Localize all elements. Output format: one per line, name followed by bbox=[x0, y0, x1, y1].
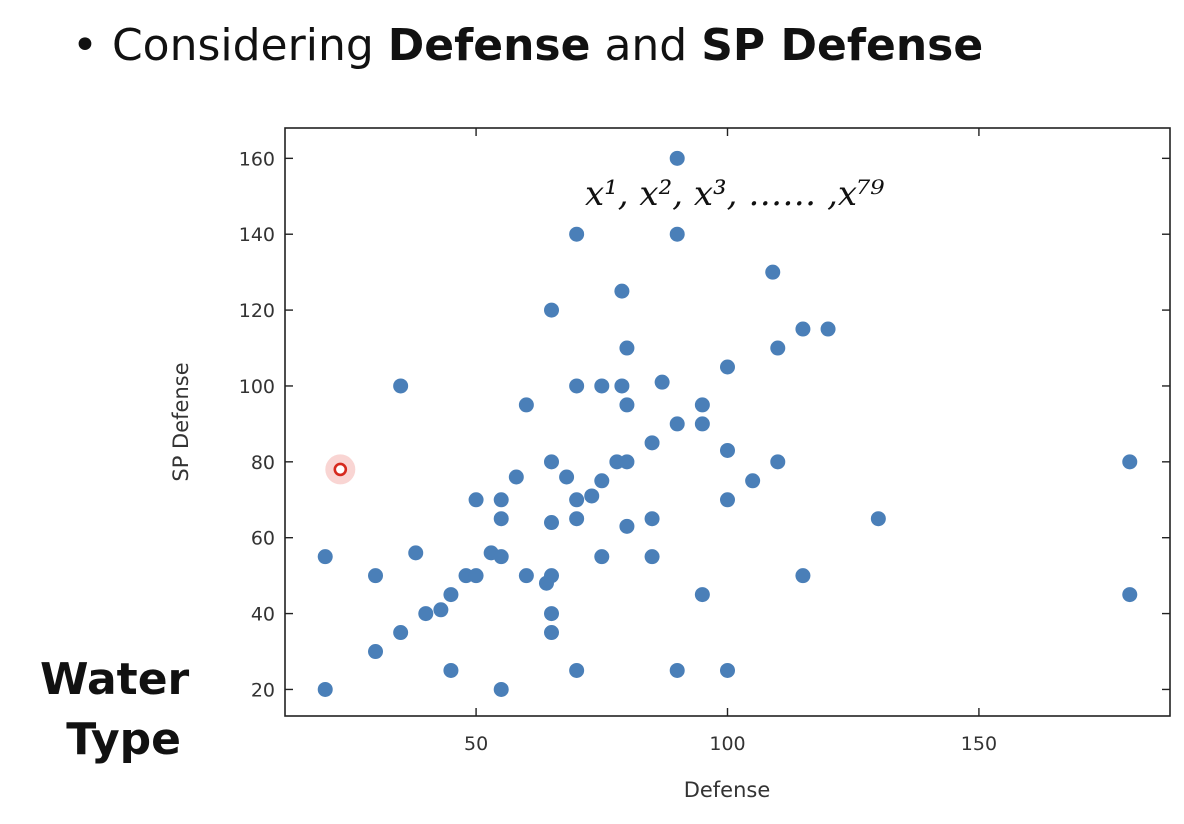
y-tick-label: 40 bbox=[251, 604, 275, 626]
heading-term-defense: Defense bbox=[387, 20, 591, 71]
y-axis-label: SP Defense bbox=[169, 362, 193, 481]
data-point bbox=[544, 606, 560, 622]
y-tick-label: 20 bbox=[251, 679, 275, 701]
data-point bbox=[393, 625, 409, 641]
data-point bbox=[493, 681, 509, 697]
data-point bbox=[443, 662, 459, 678]
data-point bbox=[518, 568, 534, 584]
heading-middle: and bbox=[590, 20, 702, 71]
data-point bbox=[317, 681, 333, 697]
data-point bbox=[720, 359, 735, 375]
data-point bbox=[544, 625, 560, 641]
data-point bbox=[669, 416, 685, 432]
data-point bbox=[408, 545, 424, 561]
data-point bbox=[1122, 454, 1138, 470]
data-point bbox=[619, 454, 635, 470]
data-point bbox=[644, 435, 660, 451]
y-tick-label: 60 bbox=[251, 528, 275, 550]
data-point bbox=[694, 416, 710, 432]
data-point bbox=[468, 492, 484, 508]
plot-frame bbox=[284, 127, 1171, 717]
data-point bbox=[644, 549, 660, 565]
data-point bbox=[569, 662, 585, 678]
data-point bbox=[493, 511, 509, 527]
y-tick-label: 100 bbox=[239, 376, 275, 398]
x-tick-label: 150 bbox=[961, 733, 997, 755]
sample-annotation: x¹, x², x³, …… ,x⁷⁹ bbox=[585, 174, 885, 214]
data-point bbox=[720, 662, 735, 678]
data-point bbox=[795, 568, 811, 584]
data-point bbox=[317, 549, 333, 565]
data-point bbox=[669, 150, 685, 166]
y-tick-label: 140 bbox=[239, 224, 275, 246]
data-point bbox=[393, 378, 409, 394]
data-point bbox=[594, 473, 610, 489]
data-point bbox=[669, 662, 685, 678]
data-point bbox=[765, 264, 781, 280]
data-point bbox=[669, 226, 685, 242]
x-tick-label: 100 bbox=[709, 733, 745, 755]
data-point bbox=[594, 549, 610, 565]
data-point bbox=[493, 549, 509, 565]
bullet-glyph: • bbox=[72, 20, 98, 71]
data-point bbox=[569, 492, 585, 508]
data-point bbox=[443, 587, 459, 603]
data-point bbox=[614, 283, 630, 299]
data-point bbox=[795, 321, 811, 337]
data-point bbox=[569, 511, 585, 527]
data-point bbox=[745, 473, 761, 489]
points-layer bbox=[317, 150, 1138, 697]
water-type-line2: Type bbox=[66, 714, 182, 765]
data-point bbox=[820, 321, 836, 337]
highlight-layer bbox=[325, 454, 356, 485]
data-point bbox=[694, 587, 710, 603]
data-point bbox=[569, 378, 585, 394]
data-point bbox=[418, 606, 434, 622]
heading-term-sp-defense: SP Defense bbox=[701, 20, 984, 71]
data-point bbox=[544, 515, 560, 531]
data-point bbox=[720, 442, 735, 458]
slide-heading: • Considering Defense and SP Defense bbox=[72, 18, 983, 74]
water-type-label: Water Type bbox=[40, 650, 189, 770]
y-tick-label: 120 bbox=[239, 300, 275, 322]
data-point bbox=[433, 602, 449, 618]
data-point bbox=[770, 340, 786, 356]
data-point bbox=[594, 378, 610, 394]
highlighted-point bbox=[333, 462, 348, 477]
x-tick-label: 50 bbox=[464, 733, 488, 755]
data-point bbox=[619, 518, 635, 534]
data-point bbox=[544, 454, 560, 470]
data-point bbox=[1122, 587, 1138, 603]
data-point bbox=[654, 374, 670, 390]
data-point bbox=[468, 568, 484, 584]
data-point bbox=[569, 226, 585, 242]
data-point bbox=[493, 492, 509, 508]
y-tick-label: 160 bbox=[239, 148, 275, 170]
data-point bbox=[619, 340, 635, 356]
data-point bbox=[584, 488, 600, 504]
data-point bbox=[614, 378, 630, 394]
data-point bbox=[644, 511, 660, 527]
ticks-layer: 50 100 150 20 40 60 80 100 120 140 160 bbox=[239, 128, 1170, 755]
data-point bbox=[518, 397, 534, 413]
data-point bbox=[544, 302, 560, 318]
data-point bbox=[694, 397, 710, 413]
data-point bbox=[559, 469, 575, 485]
data-point bbox=[368, 644, 384, 660]
data-point bbox=[508, 469, 524, 485]
data-point bbox=[368, 568, 384, 584]
x-axis-label: Defense bbox=[684, 778, 771, 802]
data-point bbox=[619, 397, 635, 413]
data-point bbox=[720, 492, 735, 508]
data-point bbox=[770, 454, 786, 470]
y-tick-label: 80 bbox=[251, 452, 275, 474]
heading-prefix: Considering bbox=[111, 20, 388, 71]
water-type-line1: Water bbox=[40, 654, 190, 705]
data-point bbox=[870, 511, 886, 527]
data-point bbox=[538, 575, 554, 591]
